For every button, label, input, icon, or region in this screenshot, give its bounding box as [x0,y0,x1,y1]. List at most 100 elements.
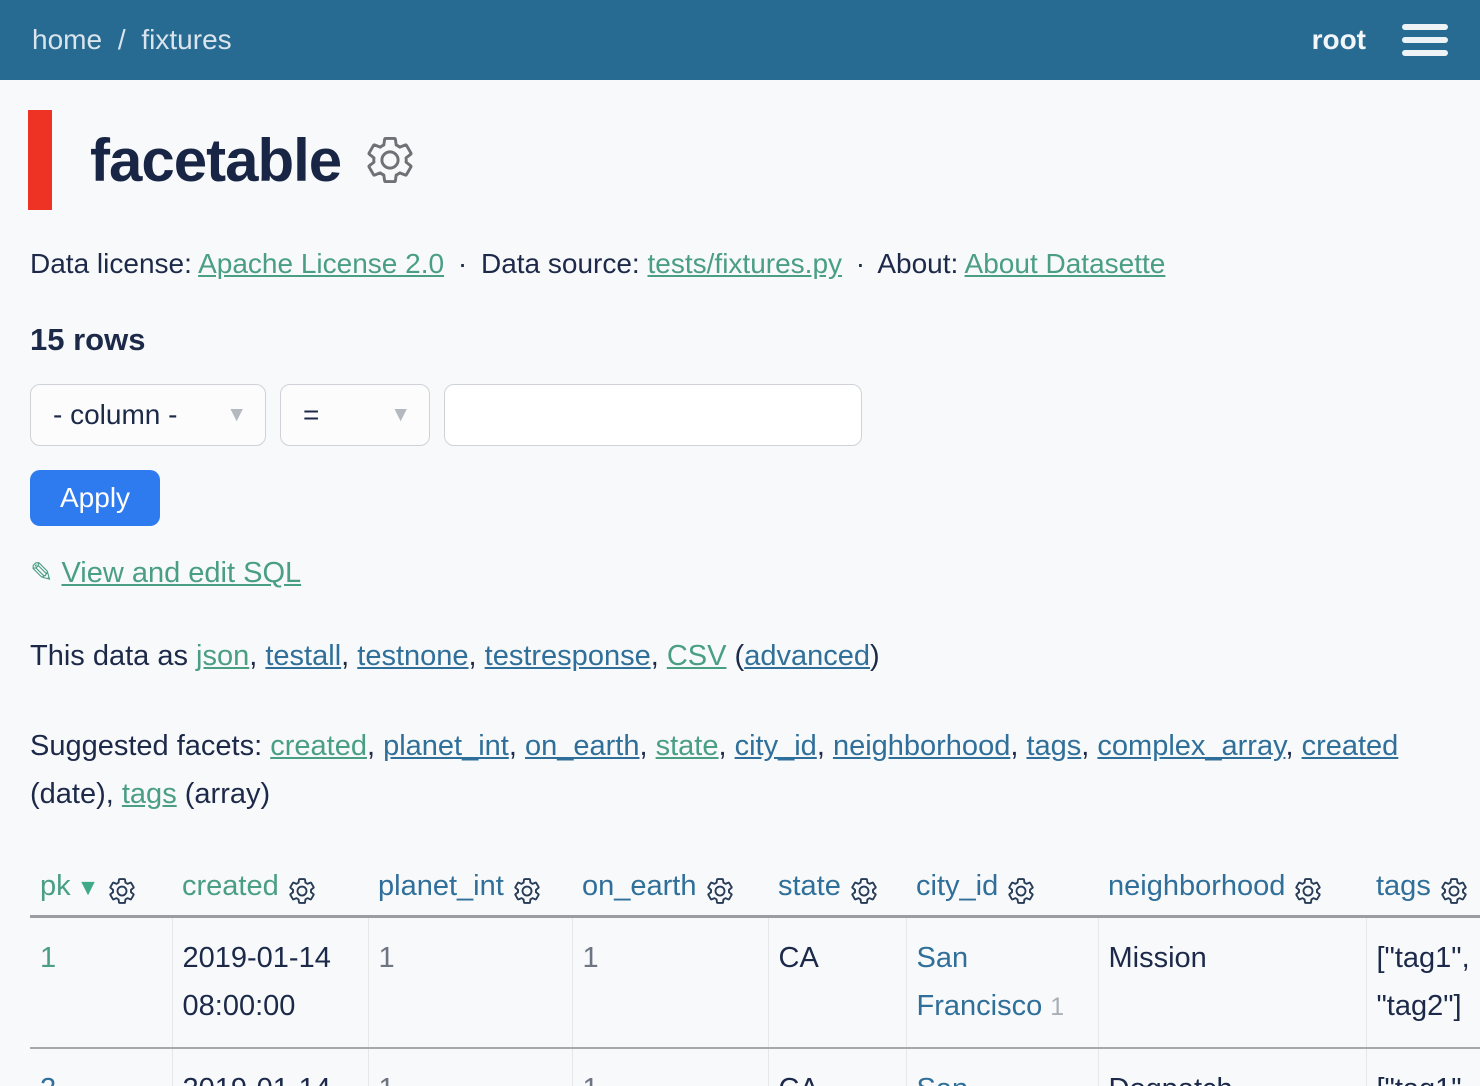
filter-value-input[interactable] [444,384,862,446]
export-csv-advanced-link[interactable]: advanced [744,640,870,672]
cell-state: CA [768,916,907,1049]
column-header-created: created [172,864,368,918]
breadcrumb-separator: / [117,24,126,55]
column-header-on-earth: on_earth [572,864,768,918]
column-header-created-link[interactable]: created [182,870,279,902]
column-header-state: state [768,864,906,918]
column-options-gear-icon[interactable] [705,876,735,906]
foreign-key-raw-value: 1 [1050,993,1065,1021]
facet-state-link[interactable]: state [655,730,719,762]
apply-button[interactable]: Apply [30,470,161,526]
sort-desc-icon: ▼ [76,874,100,900]
column-options-gear-icon[interactable] [1293,876,1323,906]
cell-created: 2019-01-14 08:00:00 [172,916,369,1049]
operator-select[interactable]: = ▼ [280,384,430,446]
cell-pk: 1 [30,916,173,1049]
facet-city-id-link[interactable]: city_id [734,730,817,762]
column-header-city-id: city_id [906,864,1098,918]
source-label: Data source: [480,248,640,279]
data-table-container: pk ▼ created planet_int on_earth state ci… [30,864,1480,1086]
column-header-city-id-link[interactable]: city_id [916,870,999,902]
data-table: pk ▼ created planet_int on_earth state ci… [30,864,1480,1086]
chevron-down-icon: ▼ [390,403,411,426]
view-edit-sql-link[interactable]: View and edit SQL [61,557,302,589]
breadcrumb: home / fixtures [32,24,232,56]
sql-edit-line: ✎ View and edit SQL [30,556,1450,590]
breadcrumb-database-link[interactable]: fixtures [141,24,232,55]
cell-on-earth: 1 [572,916,769,1049]
hamburger-menu-icon[interactable] [1402,20,1448,60]
export-prefix: This data as [30,640,188,672]
cell-neighborhood: Dogpatch [1098,1048,1367,1086]
city-link[interactable]: San Francisco [917,1073,1043,1086]
city-link[interactable]: San Francisco [916,942,1043,1022]
export-testall-link[interactable]: testall [265,640,342,672]
column-header-pk-link[interactable]: pk [40,870,71,902]
table-row: 1 2019-01-14 08:00:00 1 1 CA San Francis… [30,916,1480,1049]
column-options-gear-icon[interactable] [107,876,137,906]
facet-tags-link[interactable]: tags [1026,730,1082,762]
chevron-down-icon: ▼ [226,403,247,426]
suggested-facets-line: Suggested facets: created, planet_int, o… [30,730,1399,810]
column-header-planet-int-link[interactable]: planet_int [378,870,504,902]
row-pk-link[interactable]: 1 [40,942,57,974]
filter-controls: - column - ▼ = ▼ [30,384,1450,446]
user-account-link[interactable]: root [1311,24,1366,55]
facet-planet-int-link[interactable]: planet_int [383,730,509,762]
facet-created-date-link[interactable]: created [1301,730,1399,762]
facet-neighborhood-link[interactable]: neighborhood [832,730,1011,762]
facet-created-link[interactable]: created [270,730,367,762]
facet-tags-array-link[interactable]: tags [121,778,177,810]
row-pk-link[interactable]: 2 [40,1073,56,1086]
separator-dot: · [457,248,468,279]
pencil-icon: ✎ [30,557,54,588]
facet-on-earth-link[interactable]: on_earth [524,730,640,762]
column-header-tags: tags [1366,864,1480,918]
table-row: 2 2019-01-14 08:00:00 1 1 CA San Francis… [30,1048,1480,1086]
column-options-gear-icon[interactable] [1006,876,1036,906]
column-options-gear-icon[interactable] [849,876,879,906]
license-link[interactable]: Apache License 2.0 [198,248,445,279]
export-csv-link[interactable]: CSV [666,640,727,672]
separator-dot: · [855,248,866,279]
column-select[interactable]: - column - ▼ [30,384,266,446]
cell-planet-int: 1 [368,1048,573,1086]
export-testnone-link[interactable]: testnone [357,640,469,672]
cell-tags: ["tag1", "tag3"] [1366,1048,1480,1086]
page-title-bar: facetable [28,110,1450,210]
cell-on-earth: 1 [572,1048,769,1086]
export-testresponse-link[interactable]: testresponse [484,640,651,672]
column-header-state-link[interactable]: state [778,870,841,902]
column-header-neighborhood: neighborhood [1098,864,1366,918]
column-header-neighborhood-link[interactable]: neighborhood [1108,870,1286,902]
cell-state: CA [768,1048,907,1086]
row-count: 15 rows [30,322,146,357]
about-link[interactable]: About Datasette [964,248,1166,279]
column-header-planet-int: planet_int [368,864,572,918]
cell-pk: 2 [30,1048,173,1086]
cell-tags: ["tag1", "tag2"] [1366,916,1480,1049]
column-options-gear-icon[interactable] [287,876,317,906]
breadcrumb-home-link[interactable]: home [32,24,103,55]
dataset-metadata: Data license: Apache License 2.0 · Data … [30,248,1450,280]
export-links-line: This data as json, testall, testnone, te… [30,640,880,672]
table-settings-gear-icon[interactable] [363,133,417,187]
accent-bar [28,110,52,210]
source-link[interactable]: tests/fixtures.py [647,248,843,279]
facet-complex-array-link[interactable]: complex_array [1097,730,1286,762]
export-json-link[interactable]: json [196,640,250,672]
top-navigation-bar: home / fixtures root [0,0,1480,80]
column-header-tags-link[interactable]: tags [1376,870,1431,902]
column-options-gear-icon[interactable] [512,876,542,906]
column-header-pk: pk ▼ [30,864,172,918]
cell-created: 2019-01-14 08:00:00 [172,1048,369,1086]
page-title: facetable [90,126,342,194]
column-select-value: - column - [53,399,178,430]
suggested-facets-label: Suggested facets: [30,730,263,762]
column-options-gear-icon[interactable] [1439,876,1469,906]
about-label: About: [877,248,959,279]
table-header-row: pk ▼ created planet_int on_earth state ci… [30,864,1480,918]
column-header-on-earth-link[interactable]: on_earth [582,870,697,902]
